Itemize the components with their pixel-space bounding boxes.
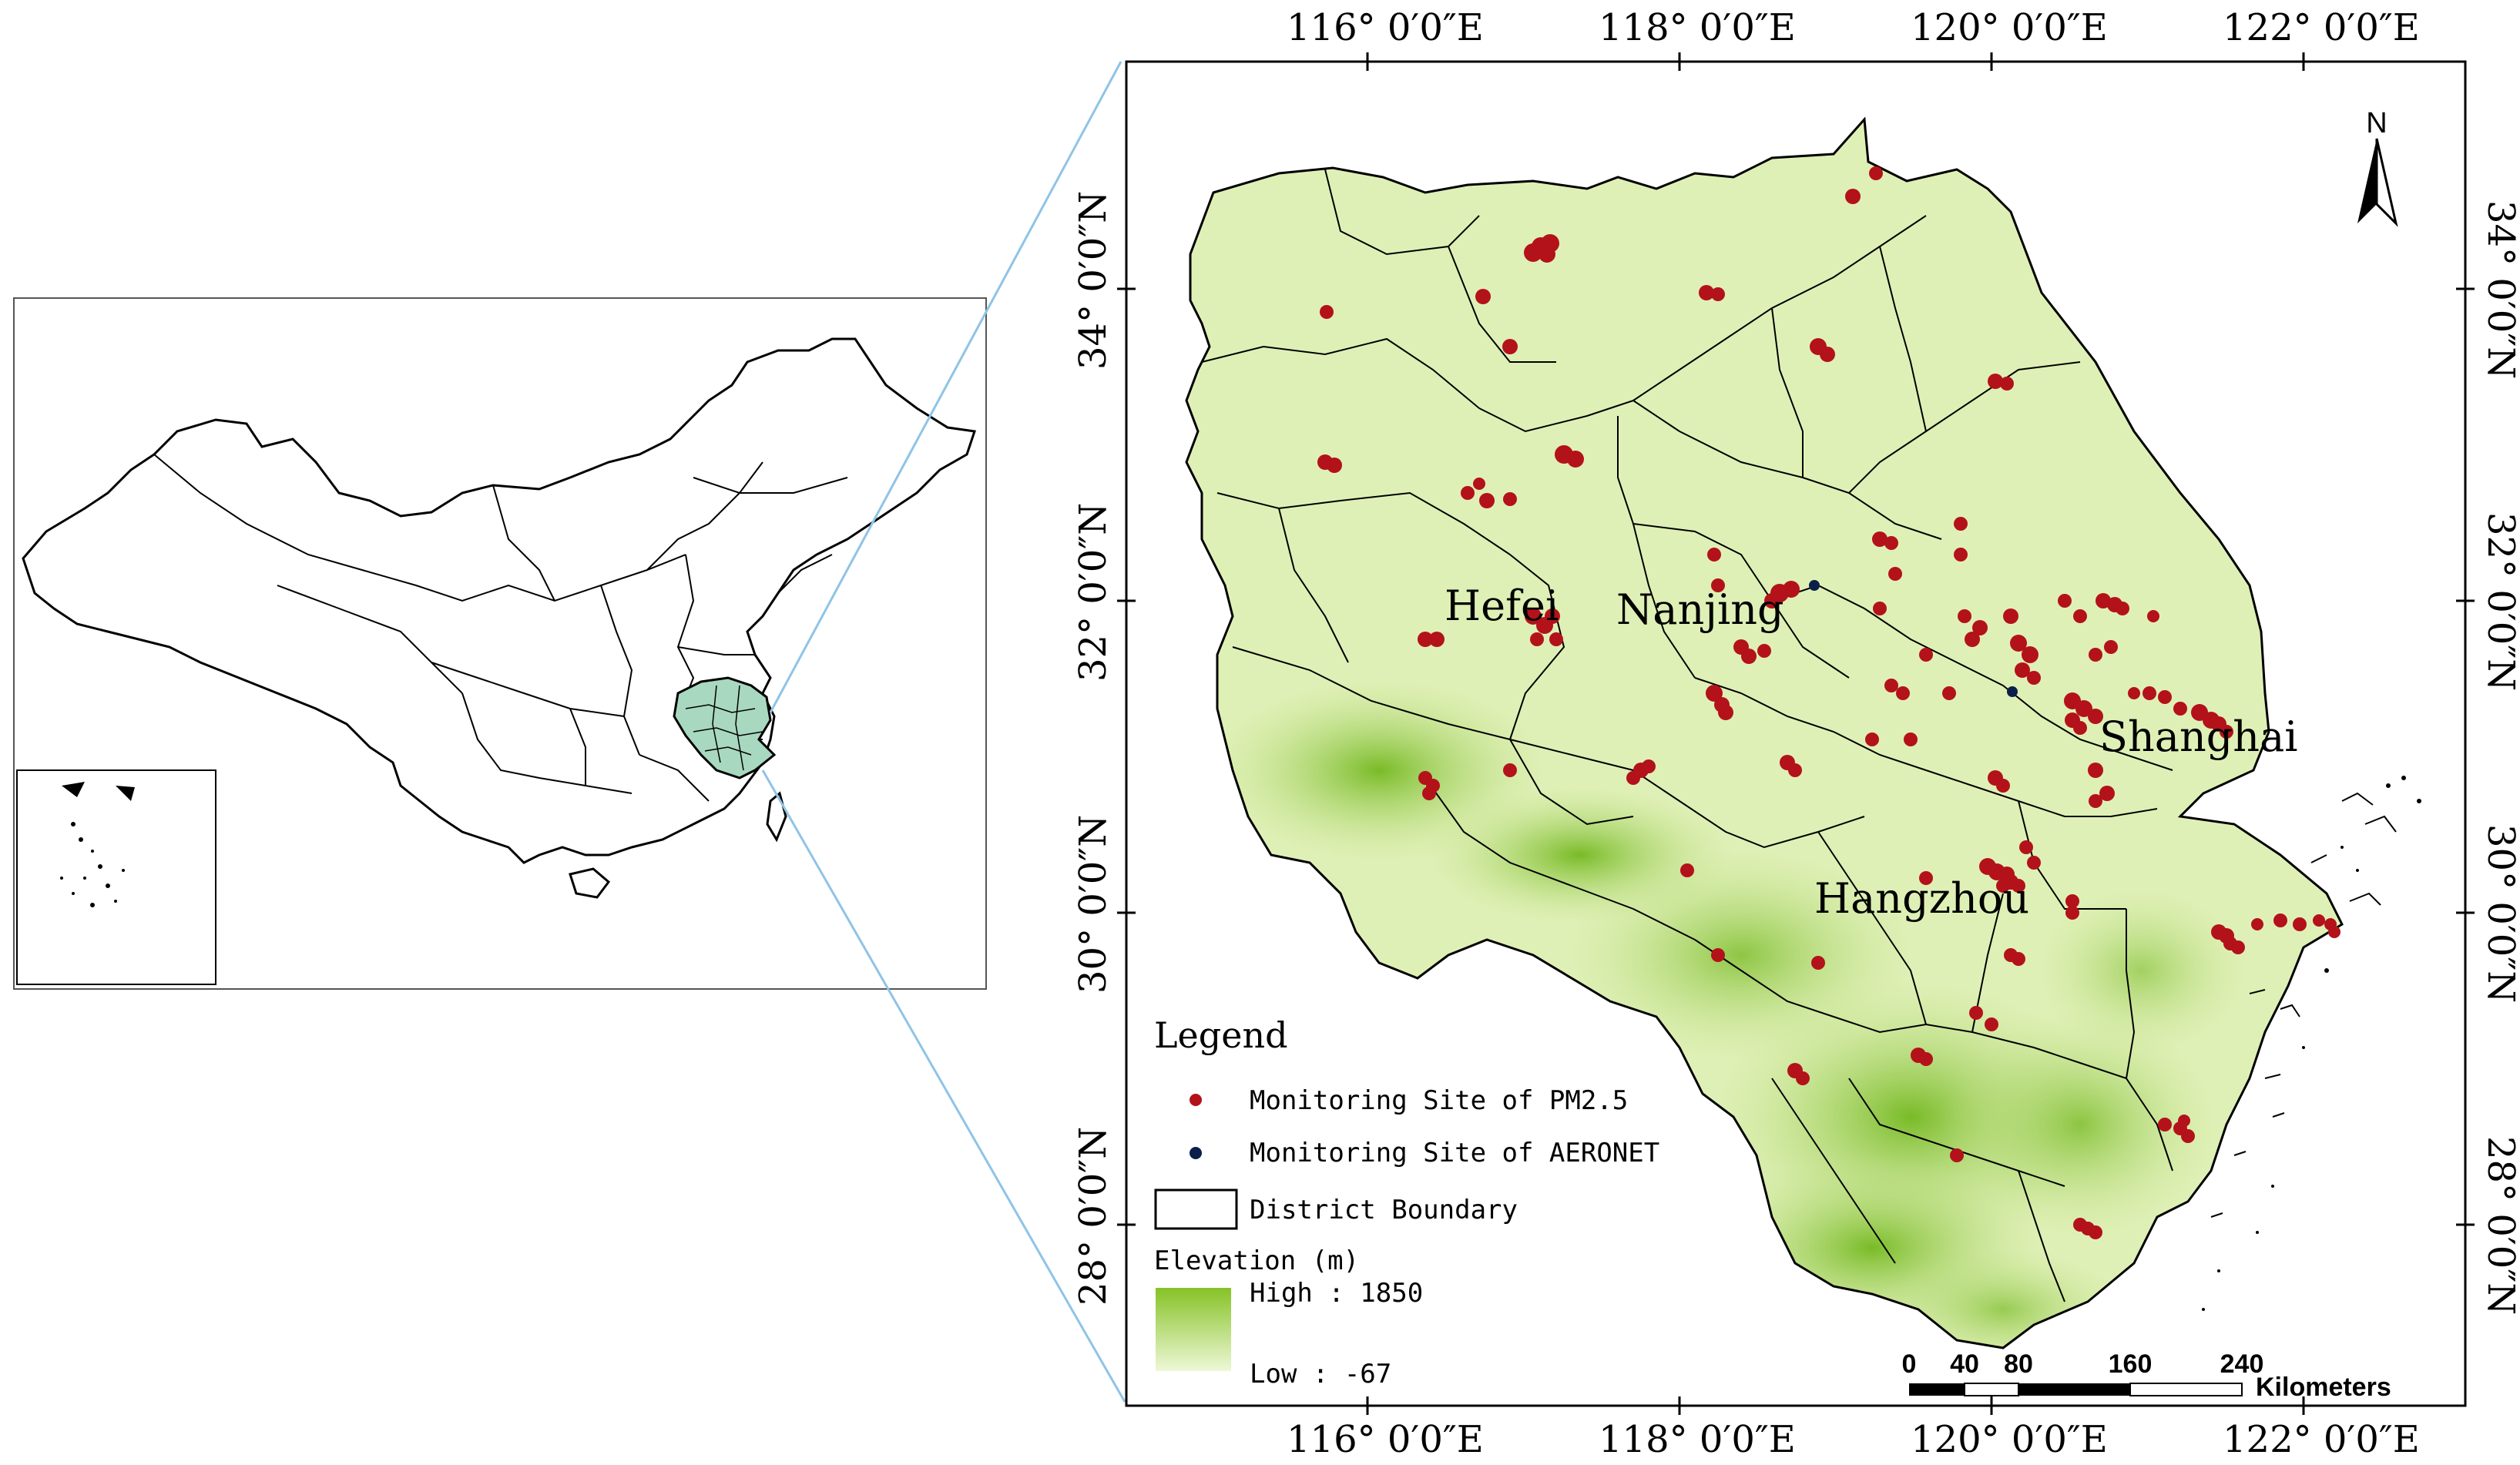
bottom-lon-label: 120° 0′0″E	[1911, 1418, 2108, 1461]
china-inset	[13, 297, 987, 990]
north-arrow-right-half	[2375, 138, 2398, 227]
left-lat-label: 34° 0′0″N	[1072, 191, 1115, 370]
bottom-lon-label: 116° 0′0″E	[1287, 1418, 1484, 1461]
city-label-shanghai: Shanghai	[2099, 712, 2298, 761]
legend-title: Legend	[1154, 1014, 1288, 1056]
top-lon-label: 118° 0′0″E	[1599, 6, 1796, 49]
right-lat-label: 30° 0′0″N	[2479, 824, 2520, 1003]
left-lat-label: 32° 0′0″N	[1072, 503, 1115, 682]
scale-tick-label: 240	[2220, 1349, 2264, 1379]
top-lon-label: 116° 0′0″E	[1287, 6, 1484, 49]
left-lat-label: 30° 0′0″N	[1072, 815, 1115, 994]
legend-elevation-ramp	[1156, 1288, 1231, 1371]
north-arrow-left-half	[2357, 139, 2377, 223]
city-label-hefei: Hefei	[1445, 582, 1559, 630]
scale-segment	[1964, 1383, 2019, 1396]
scale-tick-label: 40	[1950, 1349, 1979, 1379]
coastal-islands	[2210, 792, 2397, 1218]
city-label-hangzhou: Hangzhou	[1814, 874, 2029, 923]
graticule-ticks	[1117, 52, 2475, 1415]
scale-segment	[2129, 1383, 2243, 1396]
scale-tick-label: 0	[1902, 1349, 1917, 1379]
legend-aeronet-symbol	[1190, 1147, 1202, 1159]
legend-high-label: High : 1850	[1250, 1278, 1423, 1309]
north-arrow: N	[2357, 107, 2398, 227]
legend-elevation-title: Elevation (m)	[1154, 1245, 1359, 1276]
leader-line-bottom	[761, 769, 1126, 1403]
hainan-island	[569, 867, 611, 899]
right-lat-label: 28° 0′0″N	[2479, 1136, 2520, 1315]
north-arrow-label: N	[2366, 107, 2387, 139]
south-china-sea-islands	[60, 782, 135, 907]
island-dots	[2202, 776, 2421, 1311]
legend: Legend Monitoring Site of PM2.5 Monitori…	[1154, 1014, 1659, 1390]
left-lat-label: 28° 0′0″N	[1072, 1127, 1115, 1306]
scale-segment	[2018, 1383, 2130, 1396]
right-lat-label: 32° 0′0″N	[2479, 512, 2520, 691]
legend-boundary-symbol	[1154, 1188, 1238, 1230]
aeronet-sites	[1809, 580, 2018, 697]
scale-unit-label: Kilometers	[2256, 1373, 2391, 1402]
right-lat-label: 34° 0′0″N	[2479, 200, 2520, 379]
scale-tick-label: 160	[2109, 1349, 2153, 1379]
study-region-highlight	[673, 676, 777, 779]
bottom-lon-label: 118° 0′0″E	[1599, 1418, 1796, 1461]
scale-bar: 0 40 80 160 240 Kilometers	[1902, 1349, 2391, 1402]
leader-line-top	[769, 61, 1122, 713]
inset-frame	[13, 297, 987, 990]
legend-low-label: Low : -67	[1250, 1359, 1391, 1390]
legend-pm25-label: Monitoring Site of PM2.5	[1250, 1085, 1628, 1116]
city-label-nanjing: Nanjing	[1616, 585, 1784, 634]
pm25-sites	[1317, 166, 2340, 1239]
scale-tick-label: 80	[2004, 1349, 2033, 1379]
top-lon-label: 122° 0′0″E	[2223, 6, 2420, 49]
scale-segment	[1909, 1383, 1965, 1396]
legend-boundary-label: District Boundary	[1250, 1195, 1518, 1225]
legend-pm25-symbol	[1190, 1094, 1202, 1106]
legend-aeronet-label: Monitoring Site of AERONET	[1250, 1138, 1659, 1168]
bottom-lon-label: 122° 0′0″E	[2223, 1418, 2420, 1461]
district-boundaries	[1201, 169, 2173, 1302]
top-lon-label: 120° 0′0″E	[1911, 6, 2108, 49]
south-china-sea-box	[16, 769, 216, 985]
taiwan-island	[766, 791, 787, 843]
